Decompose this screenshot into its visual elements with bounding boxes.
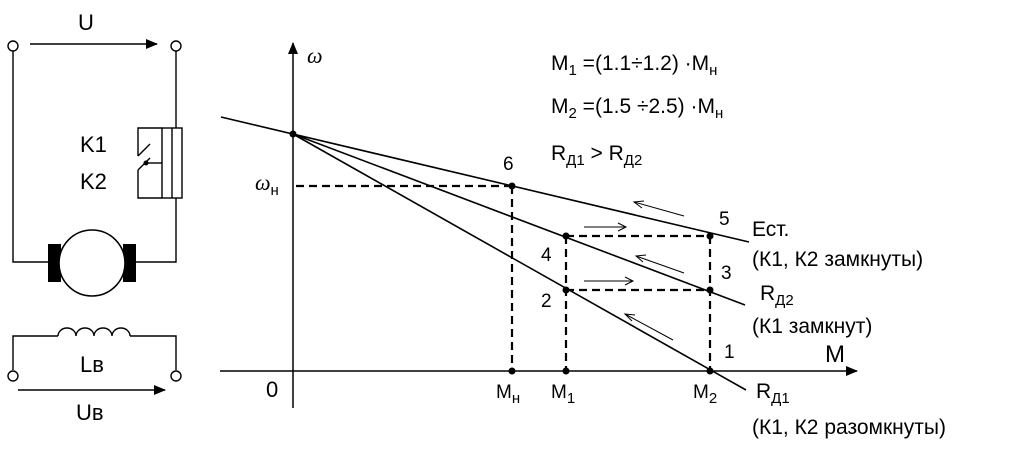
field-terminal-right [170,370,182,382]
motor-circuit: U K1 K2 Lв Uв [7,10,183,425]
x-axis-label: M [825,341,845,368]
natural-characteristic-line [220,116,750,243]
motor-armature [58,229,126,297]
field-voltage-label: Uв [76,400,104,425]
field-winding-coil [57,327,131,337]
point-no-load [289,130,297,138]
point-2 [562,286,570,294]
field-wire-left [12,335,58,370]
armature-voltage-label: U [78,10,94,35]
rd1-curve-note: (К1, К2 разомкнуты) [752,416,946,439]
rd1-characteristic-line [292,133,747,391]
terminal-right-top [170,40,182,52]
contact-k2-blade [137,157,151,171]
rd2-curve-label: RД2 [760,282,794,309]
formula-m2: M2 =(1.5 ÷2.5) ·Mн [551,95,723,122]
point-4-label: 4 [541,245,552,266]
field-winding-label: Lв [80,352,104,377]
formula-m1: M1 =(1.1÷1.2) ·Mн [551,52,717,79]
speed-torque-graph: ω M 0 ωн 1 2 3 4 5 6 Mн M1 M2 [220,42,946,439]
natural-curve-label: Ест. [752,218,789,241]
origin-label: 0 [266,377,278,402]
tick-m1 [562,367,570,375]
point-6 [508,182,516,190]
wire-right-bottom [136,198,177,263]
formula-resistance: RД1 > RД2 [551,142,642,169]
terminal-left-top [7,40,19,52]
point-3-label: 3 [721,263,732,284]
point-5 [706,232,714,240]
contact-k1-label: K1 [80,132,107,157]
wire-left [12,51,50,263]
motor-brush-left [48,244,61,282]
rd2-characteristic-line [292,133,746,306]
arrow-along-rd2 [635,255,685,274]
formulas: M1 =(1.1÷1.2) ·Mн M2 =(1.5 ÷2.5) ·Mн RД1… [551,52,723,169]
point-4 [562,232,570,240]
point-1-label: 1 [724,342,735,363]
contact-junction [143,160,149,166]
motor-brush-right [123,244,136,282]
tick-mn [508,367,516,375]
point-5-label: 5 [719,209,730,230]
field-wire-right [130,335,177,370]
tick-label-mn: Mн [496,382,520,407]
field-terminal-left [7,370,19,382]
natural-curve-note: (К1, К2 замкнуты) [752,248,923,271]
arrow-along-natural [633,201,685,217]
contact-k2-wire [137,170,162,199]
tick-label-m1: M1 [551,382,575,407]
contact-k1-blade [137,143,151,157]
transition-arrows [584,200,685,341]
point-1 [706,367,714,375]
arrow-along-rd1 [624,313,674,341]
tick-label-m2: M2 [693,382,717,407]
point-6-label: 6 [503,154,514,175]
rd1-curve-label: RД1 [756,380,790,407]
point-3 [706,286,714,294]
omega-n-label: ωн [255,170,279,199]
point-2-label: 2 [541,291,552,312]
rd2-curve-note: (К1 замкнут) [752,315,872,338]
y-axis-label: ω [307,43,323,68]
contact-k2-label: K2 [80,169,107,194]
contact-k1-wire [137,127,162,156]
